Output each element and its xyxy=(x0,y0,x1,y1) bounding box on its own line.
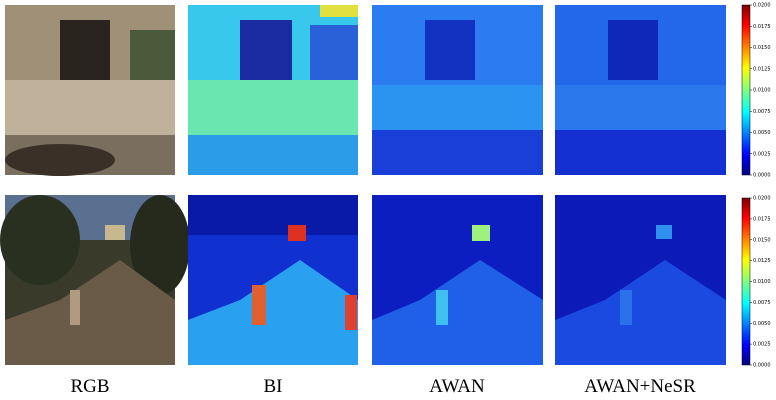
column-label: RGB xyxy=(70,376,109,397)
image-bi-1 xyxy=(188,5,358,175)
colorbar-tick-label: 0.0150 xyxy=(753,237,771,243)
colorbar-tick-label: 0.0200 xyxy=(753,3,771,9)
column-label: AWAN xyxy=(429,376,485,397)
image-bi-2 xyxy=(188,195,358,365)
image-awan-nesr-2 xyxy=(555,195,726,365)
colorbar-tick-label: 0.0000 xyxy=(753,363,771,369)
colorbar-tick-label: 0.0075 xyxy=(753,300,771,306)
colorbar xyxy=(742,198,750,365)
colorbar-tick-label: 0.0050 xyxy=(753,321,771,327)
page: {"columns": ["RGB", "BI", "AWAN", "AWAN+… xyxy=(0,0,776,400)
image-awan-1 xyxy=(372,5,543,175)
image-rgb-2 xyxy=(0,195,190,365)
colorbar-tick-label: 0.0050 xyxy=(753,130,771,136)
column-label: BI xyxy=(264,376,283,397)
colorbar-tick-label: 0.0125 xyxy=(753,258,771,264)
colorbar-tick-label: 0.0075 xyxy=(753,109,771,115)
colorbar-tick-label: 0.0025 xyxy=(753,151,771,157)
colorbar-tick-label: 0.0175 xyxy=(753,216,771,222)
colorbar-tick-label: 0.0200 xyxy=(753,196,771,202)
colorbar xyxy=(742,5,750,175)
image-awan-nesr-1 xyxy=(555,5,726,175)
colorbar-tick-label: 0.0100 xyxy=(753,88,771,94)
colorbar-tick-label: 0.0125 xyxy=(753,66,771,72)
colorbar-tick-label: 0.0000 xyxy=(753,173,771,179)
column-label: AWAN+NeSR xyxy=(584,376,696,397)
colorbar-tick-label: 0.0175 xyxy=(753,24,771,30)
image-rgb-1 xyxy=(5,5,175,176)
colorbar-tick-label: 0.0150 xyxy=(753,45,771,51)
colorbar-tick-label: 0.0100 xyxy=(753,279,771,285)
colorbar-tick-label: 0.0025 xyxy=(753,342,771,348)
image-awan-2 xyxy=(372,195,543,365)
figure: RGB BI AWAN AWAN+NeSR 0.0200 0.0175 0.0150… xyxy=(0,0,776,400)
